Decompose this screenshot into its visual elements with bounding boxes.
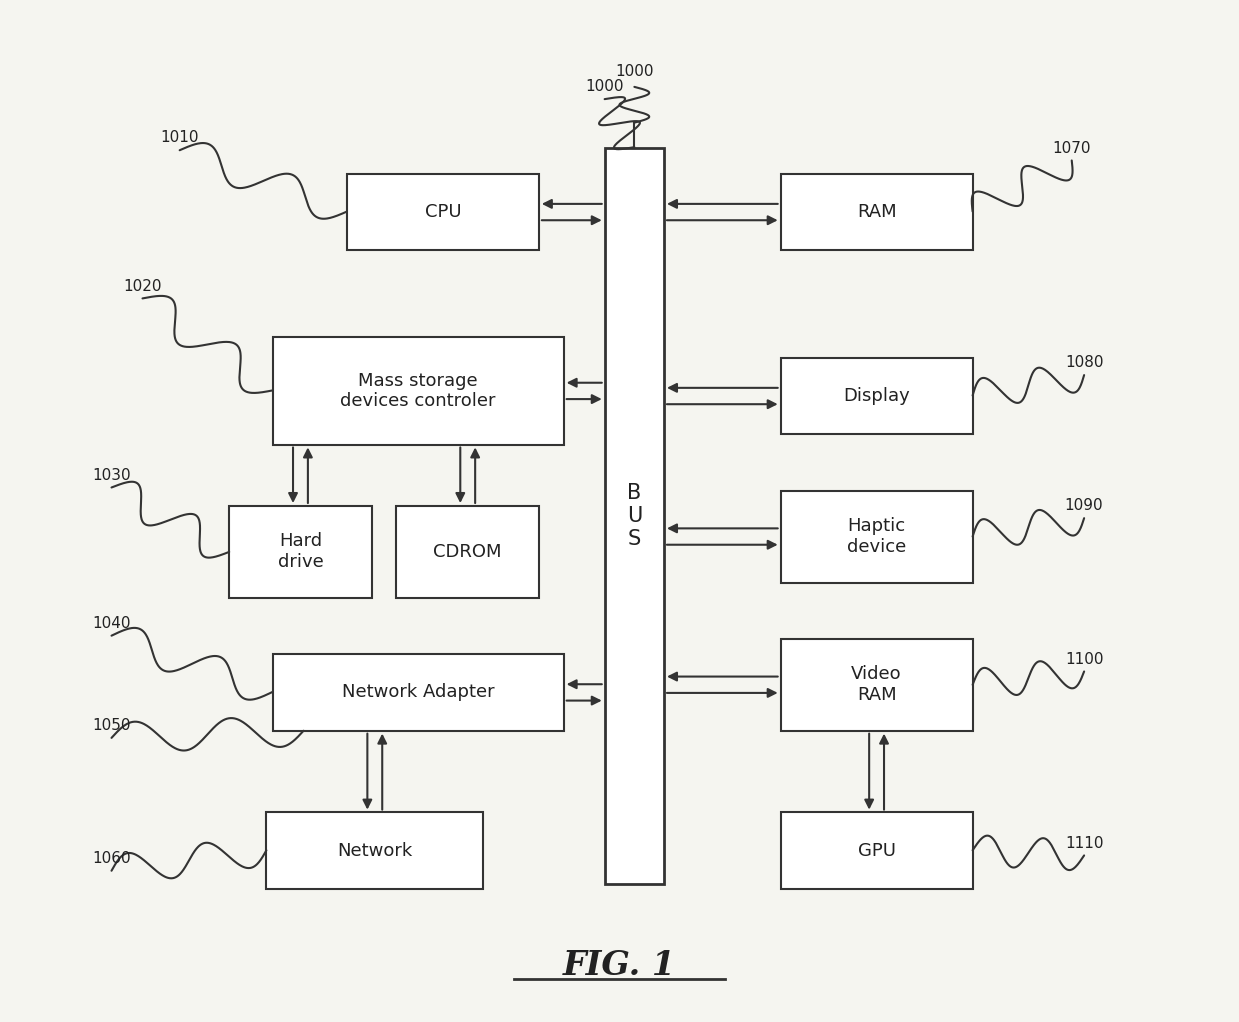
Text: Haptic
device: Haptic device: [847, 517, 906, 556]
Bar: [396, 506, 539, 598]
Text: CDROM: CDROM: [434, 543, 502, 561]
Text: 1100: 1100: [1064, 652, 1104, 666]
Text: Video
RAM: Video RAM: [851, 665, 902, 704]
Bar: [781, 174, 973, 250]
Text: Mass storage
devices controler: Mass storage devices controler: [341, 372, 496, 410]
Text: Network Adapter: Network Adapter: [342, 684, 494, 701]
Text: 1080: 1080: [1064, 356, 1104, 370]
Text: 1060: 1060: [92, 851, 131, 866]
Bar: [781, 491, 973, 583]
Bar: [229, 506, 372, 598]
Text: Network: Network: [337, 842, 413, 860]
Text: 1000: 1000: [615, 64, 654, 79]
Text: Display: Display: [844, 387, 909, 405]
Bar: [605, 148, 664, 884]
Bar: [781, 639, 973, 731]
Bar: [273, 337, 564, 445]
Bar: [781, 358, 973, 434]
Text: 1040: 1040: [92, 616, 131, 631]
Text: 1010: 1010: [160, 131, 199, 145]
Text: 1020: 1020: [123, 279, 162, 293]
Bar: [347, 174, 539, 250]
Text: Hard
drive: Hard drive: [278, 532, 323, 571]
Text: 1030: 1030: [92, 468, 131, 482]
Text: 1110: 1110: [1064, 836, 1104, 850]
Text: 1000: 1000: [585, 80, 624, 94]
Bar: [266, 812, 483, 889]
Bar: [273, 654, 564, 731]
Text: RAM: RAM: [857, 203, 896, 221]
Bar: [781, 812, 973, 889]
Text: CPU: CPU: [425, 203, 461, 221]
Text: 1090: 1090: [1064, 499, 1104, 513]
Text: GPU: GPU: [857, 842, 896, 860]
Text: 1070: 1070: [1052, 141, 1092, 155]
Text: FIG. 1: FIG. 1: [563, 949, 676, 982]
Text: B
U
S: B U S: [627, 483, 642, 549]
Text: 1050: 1050: [92, 718, 131, 733]
